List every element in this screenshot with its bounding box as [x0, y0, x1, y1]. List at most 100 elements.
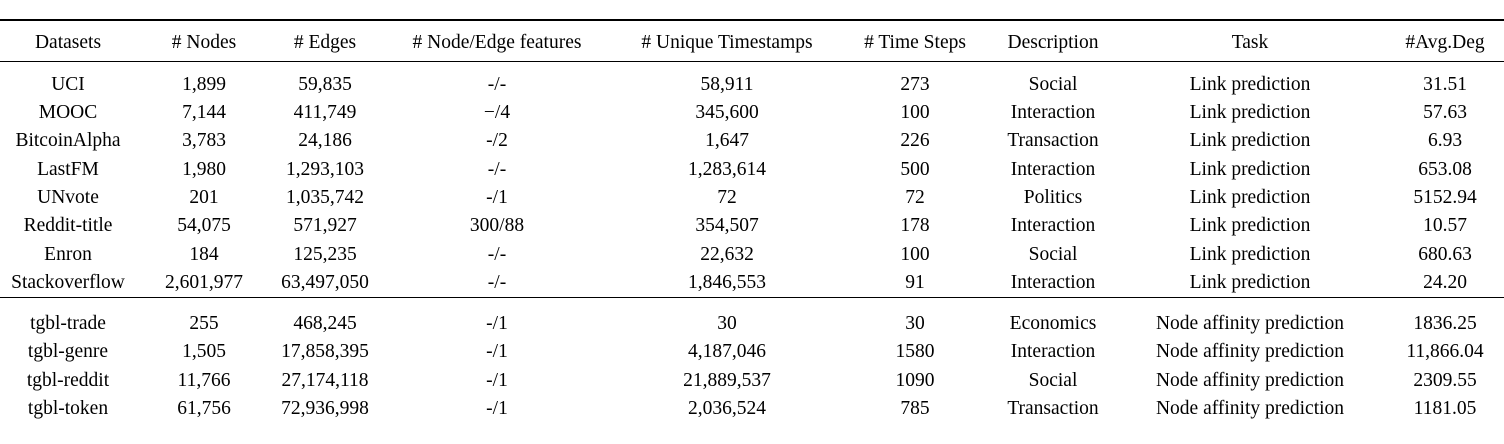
cell-time-steps: 226	[900, 130, 930, 152]
cell-datasets: tgbl-reddit	[26, 369, 110, 391]
cell-datasets: tgbl-genre	[27, 341, 109, 363]
column-header-description: Description	[1007, 32, 1099, 53]
cell-edges: 411,749	[293, 101, 357, 123]
cell-edges: 125,235	[293, 243, 357, 265]
cell-task: Link prediction	[1189, 272, 1311, 294]
column-header-edges: # Edges	[293, 32, 357, 53]
table-row: tgbl-reddit 11,766 27,174,118 -/1 21,889,537…	[0, 366, 1504, 394]
cell-unique-timestamps: 4,187,046	[688, 341, 766, 363]
cell-nodes: 1,980	[182, 158, 226, 180]
cell-nodes: 255	[189, 312, 219, 334]
column-header-nodes: # Nodes	[171, 32, 237, 53]
cell-features: 300/88	[469, 215, 525, 237]
table-row: MOOC 7,144 411,749 −/4 345,600 100 Interaction…	[0, 99, 1504, 127]
cell-edges: 1,035,742	[286, 187, 364, 208]
cell-description: Transaction	[1007, 397, 1099, 419]
cell-datasets: Reddit-title	[23, 215, 113, 237]
cell-unique-timestamps: 58,911	[700, 73, 754, 95]
cell-task: Link prediction	[1189, 215, 1311, 237]
cell-datasets: UNvote	[37, 187, 99, 208]
column-header-avg-deg: #Avg.Deg	[1405, 32, 1485, 53]
cell-nodes: 3,783	[182, 130, 226, 152]
cell-features: -/-	[487, 243, 507, 265]
table-header: Datasets # Nodes # Edges # Node/Edge featur…	[0, 20, 1504, 62]
column-header-time-steps: # Time Steps	[864, 32, 966, 53]
cell-datasets: tgbl-trade	[30, 312, 106, 334]
datasets-statistics-table: Datasets # Nodes # Edges # Node/Edge featur…	[0, 19, 1504, 423]
cell-unique-timestamps: 22,632	[700, 243, 754, 265]
cell-description: Interaction	[1010, 341, 1096, 363]
cell-task: Link prediction	[1189, 158, 1311, 180]
cell-features: -/-	[487, 73, 507, 95]
cell-description: Politics	[1023, 187, 1083, 208]
cell-description: Interaction	[1010, 101, 1096, 123]
table-group-link-prediction: UCI 1,899 59,835 -/- 58,911 273 Social Link pre…	[0, 62, 1504, 298]
table-row: UCI 1,899 59,835 -/- 58,911 273 Social Link pre…	[0, 62, 1504, 99]
cell-avg-deg: 2309.55	[1413, 369, 1477, 391]
cell-nodes: 201	[189, 187, 219, 208]
cell-nodes: 1,505	[182, 341, 226, 363]
cell-edges: 571,927	[293, 215, 357, 237]
cell-unique-timestamps: 1,846,553	[688, 272, 766, 294]
cell-datasets: BitcoinAlpha	[15, 130, 121, 152]
cell-task: Node affinity prediction	[1155, 369, 1345, 391]
cell-description: Interaction	[1010, 272, 1096, 294]
cell-time-steps: 100	[900, 243, 930, 265]
cell-edges: 17,858,395	[281, 341, 369, 363]
table-row: Reddit-title 54,075 571,927 300/88 354,507 17…	[0, 212, 1504, 240]
cell-features: -/1	[486, 187, 508, 208]
cell-nodes: 7,144	[182, 101, 226, 123]
cell-time-steps: 91	[905, 272, 925, 294]
cell-datasets: Stackoverflow	[11, 272, 125, 294]
cell-description: Social	[1028, 369, 1078, 391]
cell-edges: 24,186	[298, 130, 352, 152]
cell-task: Node affinity prediction	[1155, 312, 1345, 334]
column-header-unique-timestamps: # Unique Timestamps	[641, 32, 813, 53]
table-row: Stackoverflow 2,601,977 63,497,050 -/- 1,846…	[0, 269, 1504, 298]
cell-avg-deg: 1836.25	[1413, 312, 1477, 334]
cell-nodes: 11,766	[177, 369, 231, 391]
cell-task: Link prediction	[1189, 130, 1311, 152]
cell-time-steps: 1090	[895, 369, 935, 391]
cell-unique-timestamps: 30	[717, 312, 737, 334]
cell-avg-deg: 6.93	[1427, 130, 1463, 152]
cell-edges: 72,936,998	[281, 397, 369, 419]
cell-unique-timestamps: 72	[717, 187, 737, 208]
cell-features: -/1	[486, 312, 508, 334]
cell-time-steps: 785	[900, 397, 930, 419]
paper-table-figure: Datasets # Nodes # Edges # Node/Edge featur…	[0, 19, 1504, 423]
cell-features: -/-	[487, 158, 507, 180]
header-row: Datasets # Nodes # Edges # Node/Edge featur…	[0, 20, 1504, 62]
cell-avg-deg: 680.63	[1418, 243, 1472, 265]
cell-time-steps: 1580	[895, 341, 935, 363]
cell-features: -/1	[486, 397, 508, 419]
column-header-task: Task	[1231, 32, 1269, 53]
cell-unique-timestamps: 1,647	[705, 130, 749, 152]
table-row: tgbl-genre 1,505 17,858,395 -/1 4,187,046 158…	[0, 338, 1504, 366]
cell-avg-deg: 1181.05	[1413, 397, 1477, 419]
column-header-datasets: Datasets	[34, 32, 102, 53]
cell-edges: 59,835	[298, 73, 352, 95]
cell-task: Link prediction	[1189, 187, 1311, 208]
cell-description: Interaction	[1010, 215, 1096, 237]
cell-description: Economics	[1009, 312, 1097, 334]
cell-avg-deg: 11,866.04	[1406, 341, 1484, 363]
cell-unique-timestamps: 345,600	[695, 101, 759, 123]
cell-time-steps: 178	[900, 215, 930, 237]
cell-description: Transaction	[1007, 130, 1099, 152]
cell-edges: 27,174,118	[281, 369, 369, 391]
cell-features: −/4	[483, 101, 511, 123]
cell-avg-deg: 653.08	[1418, 158, 1472, 180]
cell-description: Social	[1028, 243, 1078, 265]
cell-unique-timestamps: 2,036,524	[688, 397, 766, 419]
cell-nodes: 54,075	[177, 215, 231, 237]
cell-features: -/2	[486, 130, 508, 152]
table-row: Enron 184 125,235 -/- 22,632 100 Social Link pr…	[0, 241, 1504, 269]
cell-task: Node affinity prediction	[1155, 341, 1345, 363]
table-row: UNvote 201 1,035,742 -/1 72 72 Politics Link pr…	[0, 184, 1504, 212]
cell-time-steps: 500	[900, 158, 930, 180]
cell-time-steps: 100	[900, 101, 930, 123]
cell-time-steps: 72	[905, 187, 925, 208]
cell-avg-deg: 5152.94	[1413, 187, 1477, 208]
cell-unique-timestamps: 21,889,537	[683, 369, 771, 391]
